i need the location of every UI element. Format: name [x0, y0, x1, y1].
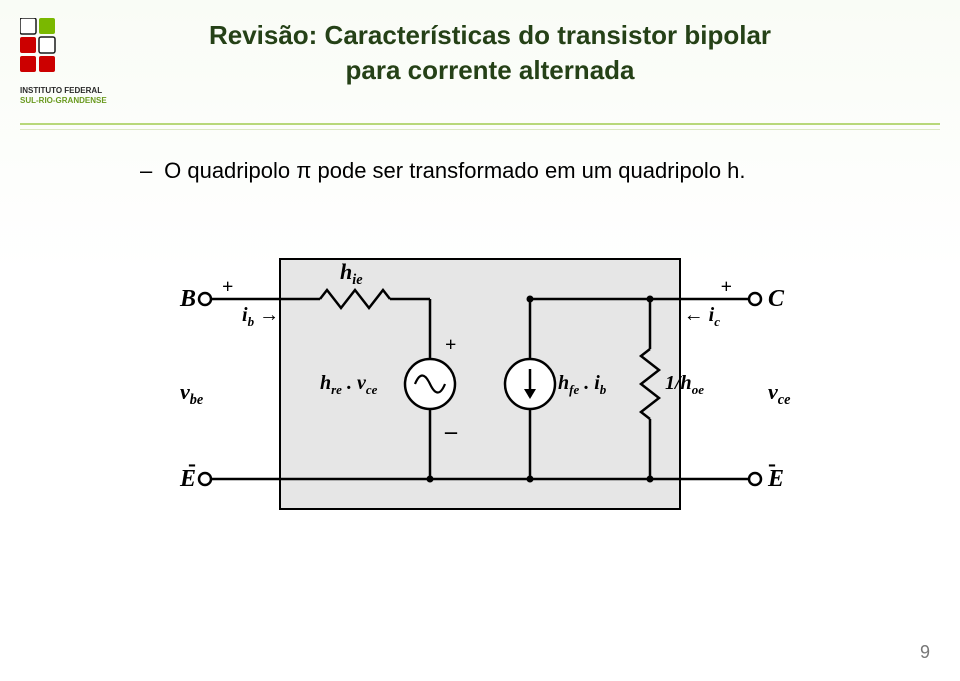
svg-text:-: - — [188, 451, 196, 477]
title-line2: para corrente alternada — [345, 55, 634, 85]
body-sentence: O quadripolo π pode ser transformado em … — [164, 158, 745, 183]
title-line1: Revisão: Características do transistor b… — [209, 20, 771, 50]
slide-title: Revisão: Características do transistor b… — [120, 18, 860, 88]
logo-svg: INSTITUTO FEDERAL SUL-RIO-GRANDENSE — [20, 18, 120, 108]
title-block: Revisão: Características do transistor b… — [120, 18, 960, 88]
svg-text:-: - — [768, 451, 776, 477]
svg-text:+: + — [721, 276, 732, 298]
bullet-dash: – — [140, 158, 158, 184]
body-text: – O quadripolo π pode ser transformado e… — [140, 158, 960, 184]
svg-text:vbe: vbe — [180, 379, 204, 408]
svg-text:ib →: ib → — [242, 304, 279, 329]
institution-logo: INSTITUTO FEDERAL SUL-RIO-GRANDENSE — [20, 18, 120, 113]
slide-header: INSTITUTO FEDERAL SUL-RIO-GRANDENSE Revi… — [0, 0, 960, 113]
svg-text:INSTITUTO FEDERAL: INSTITUTO FEDERAL — [20, 86, 102, 95]
circuit-diagram: BECEhie+–hre . vcehfe . ib1/hoe+ib →+← i… — [150, 239, 810, 539]
svg-text:← ic: ← ic — [684, 304, 721, 329]
svg-text:–: – — [444, 419, 458, 445]
page-number: 9 — [920, 642, 930, 663]
svg-text:SUL-RIO-GRANDENSE: SUL-RIO-GRANDENSE — [20, 96, 107, 105]
svg-text:vce: vce — [768, 379, 791, 408]
svg-text:+: + — [445, 334, 456, 356]
header-divider — [20, 123, 940, 130]
diagram-container: BECEhie+–hre . vcehfe . ib1/hoe+ib →+← i… — [0, 239, 960, 544]
svg-text:hfe . ib: hfe . ib — [558, 372, 607, 397]
svg-text:1/hoe: 1/hoe — [665, 372, 704, 397]
svg-text:+: + — [222, 276, 233, 298]
svg-text:C: C — [768, 286, 785, 312]
svg-text:B: B — [179, 286, 196, 312]
